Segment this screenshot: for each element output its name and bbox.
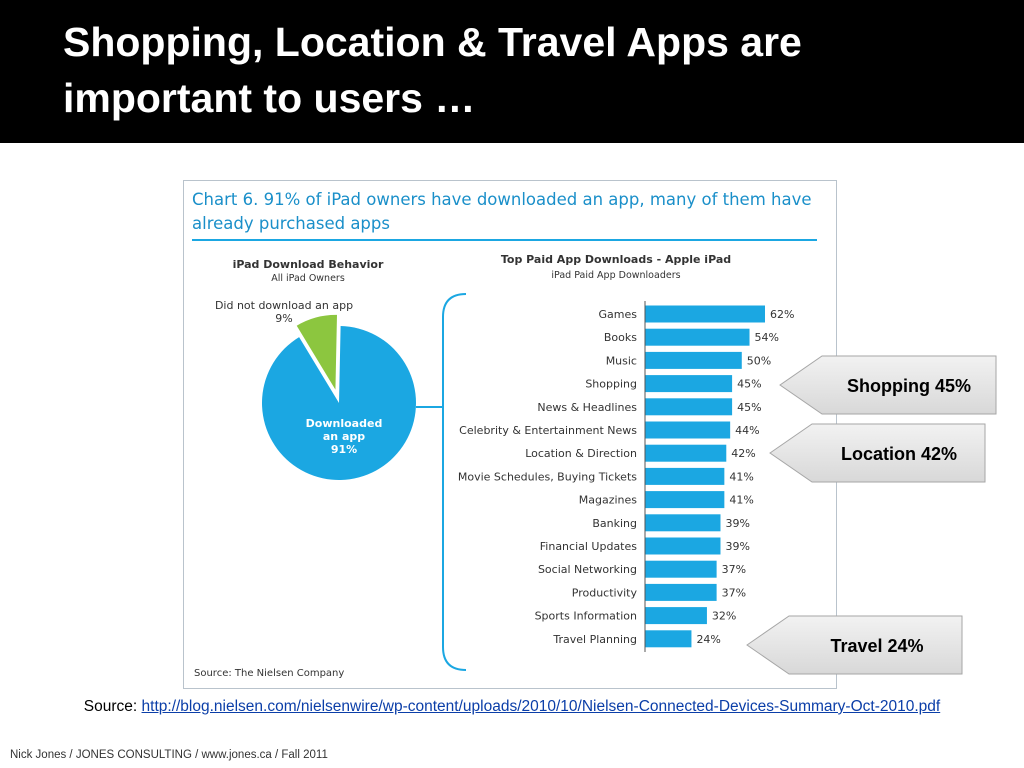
bar (645, 583, 717, 601)
callout-shopping-label: Shopping 45% (847, 376, 971, 396)
bar (645, 514, 721, 532)
bar (645, 537, 721, 555)
figure-title-line2: already purchased apps (192, 214, 390, 233)
bar-category-label: Social Networking (538, 563, 637, 576)
bracket (442, 293, 467, 671)
bar-category-label: Financial Updates (540, 540, 638, 553)
bar (645, 491, 725, 509)
bar (645, 444, 727, 462)
bar-chart-subtitle: iPad Paid App Downloaders (551, 270, 680, 281)
bar-value-label: 42% (731, 447, 755, 460)
pie-slice-downloaded (262, 326, 416, 480)
pie-slice-not-downloaded (295, 313, 339, 394)
bar (645, 328, 750, 346)
bar (645, 421, 731, 439)
callout-travel: Travel 24% (746, 615, 963, 675)
pie-slice-value-downloaded: 91% (331, 443, 357, 456)
callout-location-label: Location 42% (841, 444, 957, 464)
bar-value-label: 39% (725, 517, 749, 530)
bar-chart: Games 62% Books 54% Music 50% Shopping 45% News … (458, 305, 794, 648)
bar (645, 375, 733, 393)
bar-value-label: 41% (729, 470, 753, 483)
bar (645, 630, 692, 648)
bar-category-label: Magazines (579, 494, 638, 507)
pie-title: iPad Download Behavior (233, 258, 384, 271)
title-bar: Shopping, Location & Travel Apps are imp… (0, 0, 1024, 143)
callout-travel-label: Travel 24% (830, 636, 923, 656)
pie-slice-label-not-downloaded: Did not download an app (215, 299, 353, 312)
bar (645, 467, 725, 485)
bar-category-label: Games (599, 308, 638, 321)
bar-value-label: 44% (735, 424, 759, 437)
bar (645, 560, 717, 578)
bar-value-label: 41% (729, 494, 753, 507)
figure-title-line1: Chart 6. 91% of iPad owners have downloa… (192, 190, 812, 209)
source-prefix: Source: (83, 698, 138, 715)
bar-category-label: News & Headlines (537, 401, 637, 414)
bar-value-label: 50% (747, 354, 771, 367)
bar-value-label: 45% (737, 401, 761, 414)
pie-slice-value-not-downloaded: 9% (275, 312, 292, 325)
bar-chart-title: Top Paid App Downloads - Apple iPad (501, 253, 731, 266)
callout-shopping: Shopping 45% (779, 355, 997, 415)
chart-canvas: Chart 6. 91% of iPad owners have downloa… (192, 190, 817, 679)
source-line: Source: http://blog.nielsen.com/nielsenw… (0, 696, 1024, 717)
pie-slice-label-downloaded-1: Downloaded (306, 417, 383, 430)
bar-category-label: Sports Information (535, 610, 637, 623)
bar-category-label: Banking (592, 517, 637, 530)
bar-category-label: Location & Direction (525, 447, 637, 460)
bar-category-label: Productivity (572, 586, 638, 599)
bar-value-label: 32% (712, 610, 736, 623)
bar-category-label: Travel Planning (552, 633, 637, 646)
slide-title: Shopping, Location & Travel Apps are imp… (63, 19, 802, 121)
bar (645, 398, 733, 416)
figure-source: Source: The Nielsen Company (194, 668, 344, 679)
bar-category-label: Movie Schedules, Buying Tickets (458, 470, 637, 483)
pie-chart (262, 313, 416, 480)
callout-location: Location 42% (769, 423, 986, 483)
bar-category-label: Shopping (585, 378, 637, 391)
pie-slice-label-downloaded-2: an app (323, 430, 365, 443)
footer: Nick Jones / JONES CONSULTING / www.jone… (10, 749, 328, 761)
bar-category-label: Books (604, 331, 637, 344)
bar (645, 607, 707, 625)
bar-value-label: 54% (755, 331, 779, 344)
bar-value-label: 37% (722, 563, 746, 576)
bar-category-label: Music (606, 354, 637, 367)
bar-category-label: Celebrity & Entertainment News (459, 424, 637, 437)
source-link[interactable]: http://blog.nielsen.com/nielsenwire/wp-c… (141, 698, 941, 715)
bar-value-label: 62% (770, 308, 794, 321)
bar-value-label: 37% (722, 586, 746, 599)
bar-value-label: 45% (737, 378, 761, 391)
bar (645, 305, 765, 323)
pie-subtitle: All iPad Owners (271, 273, 345, 284)
bar-value-label: 24% (696, 633, 720, 646)
bar (645, 351, 742, 369)
bar-value-label: 39% (725, 540, 749, 553)
